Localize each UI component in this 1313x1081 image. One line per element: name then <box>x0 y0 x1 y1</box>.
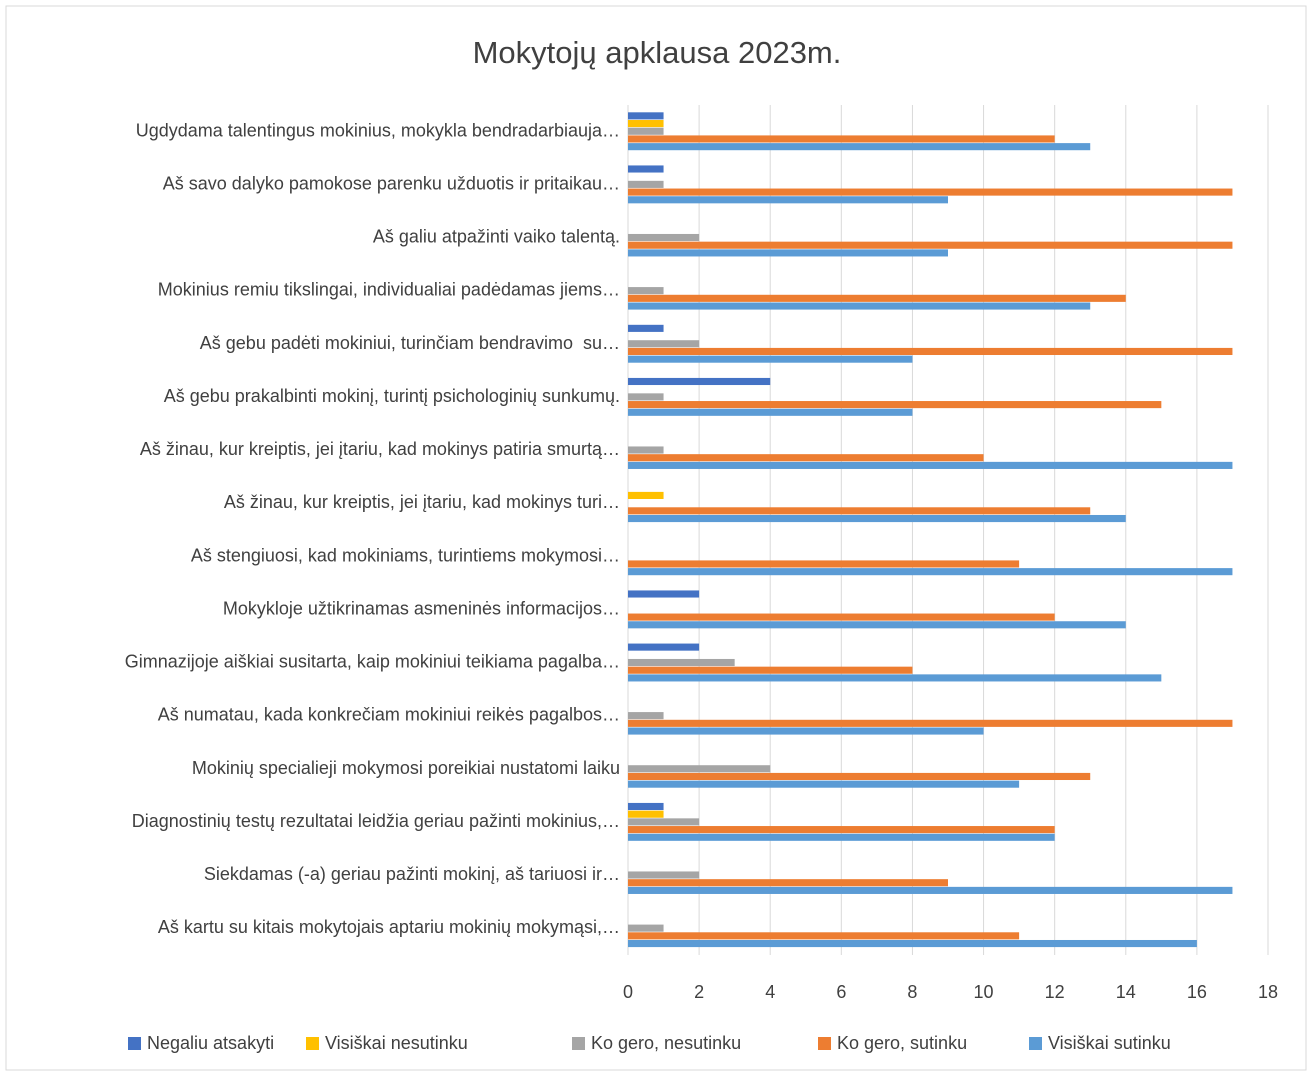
bar <box>628 377 771 386</box>
y-tick-label: Gimnazijoje aiškiai susitarta, kaip moki… <box>125 652 620 672</box>
bar <box>628 135 1055 143</box>
bar <box>628 871 700 879</box>
bar <box>628 241 1233 249</box>
bar <box>628 188 1233 196</box>
bar <box>628 491 664 499</box>
x-tick-label: 12 <box>1045 982 1065 1002</box>
y-tick-label: Mokinių specialieji mokymosi poreikiai n… <box>192 758 620 778</box>
y-tick-label: Aš numatau, kada konkrečiam mokiniui rei… <box>158 705 620 725</box>
x-tick-label: 0 <box>623 982 633 1002</box>
bar <box>628 833 1055 841</box>
bar <box>628 393 664 401</box>
bar <box>628 568 1233 576</box>
legend-label: Negaliu atsakyti <box>147 1033 274 1053</box>
x-tick-label: 10 <box>974 982 994 1002</box>
legend-label: Ko gero, sutinku <box>837 1033 967 1053</box>
y-tick-label: Aš žinau, kur kreiptis, jei įtariu, kad … <box>224 492 620 512</box>
x-tick-label: 8 <box>907 982 917 1002</box>
bar <box>628 765 771 773</box>
x-tick-label: 4 <box>765 982 775 1002</box>
bar <box>628 879 948 887</box>
bar <box>628 939 1197 948</box>
bar <box>628 196 948 204</box>
bar <box>628 590 700 598</box>
bar <box>628 507 1091 515</box>
legend-label: Visiškai sutinku <box>1048 1033 1171 1053</box>
bar <box>628 165 664 173</box>
bar <box>628 514 1126 523</box>
bar <box>628 666 913 674</box>
bar <box>628 127 664 135</box>
bar <box>628 658 735 667</box>
legend-marker <box>306 1037 319 1050</box>
bar <box>628 120 664 128</box>
bar <box>628 408 913 416</box>
legend-label: Visiškai nesutinku <box>325 1033 468 1053</box>
y-tick-label: Aš gebu padėti mokiniui, turinčiam bendr… <box>200 333 620 353</box>
x-tick-label: 16 <box>1187 982 1207 1002</box>
bar <box>628 818 700 826</box>
y-tick-label: Aš kartu su kitais mokytojais aptariu mo… <box>158 917 620 937</box>
bar <box>628 347 1233 356</box>
y-tick-label: Ugdydama talentingus mokinius, mokykla b… <box>136 120 620 140</box>
legend-marker <box>572 1037 585 1050</box>
bar <box>628 727 984 735</box>
bar <box>628 613 1055 621</box>
bar <box>628 233 700 242</box>
bar <box>628 802 664 811</box>
chart-title: Mokytojų apklausa 2023m. <box>473 35 842 70</box>
y-tick-label: Aš stengiuosi, kad mokiniams, turintiems… <box>191 545 620 565</box>
y-tick-label: Aš savo dalyko pamokose parenku užduotis… <box>163 173 620 193</box>
x-tick-label: 6 <box>836 982 846 1002</box>
y-tick-label: Siekdamas (-a) geriau pažinti mokinį, aš… <box>204 864 620 884</box>
bar <box>628 180 664 188</box>
bar <box>628 810 664 818</box>
bar <box>628 294 1126 302</box>
bar <box>628 324 664 332</box>
legend-marker <box>1029 1037 1042 1050</box>
bar <box>628 401 1162 409</box>
bar <box>628 461 1233 469</box>
bar <box>628 772 1091 781</box>
legend-marker <box>818 1037 831 1050</box>
legend-marker <box>128 1037 141 1050</box>
bar <box>628 719 1233 727</box>
y-tick-label: Aš žinau, kur kreiptis, jei įtariu, kad … <box>140 439 620 459</box>
y-tick-label: Mokykloje užtikrinamas asmeninės informa… <box>223 598 620 618</box>
y-tick-label: Aš galiu atpažinti vaiko talentą. <box>373 227 620 247</box>
bar <box>628 249 948 257</box>
bar <box>628 886 1233 894</box>
bar <box>628 355 913 363</box>
bar <box>628 674 1162 682</box>
bar <box>628 780 1020 788</box>
bar <box>628 621 1126 629</box>
x-tick-label: 18 <box>1258 982 1278 1002</box>
x-tick-label: 14 <box>1116 982 1136 1002</box>
bar <box>628 340 700 348</box>
bar <box>628 446 664 454</box>
bar <box>628 287 664 295</box>
bar <box>628 924 664 932</box>
y-tick-label: Mokinius remiu tikslingai, individualiai… <box>158 280 620 300</box>
y-tick-label: Diagnostinių testų rezultatai leidžia ge… <box>132 811 620 831</box>
bar <box>628 560 1020 568</box>
bar <box>628 932 1020 940</box>
bar <box>628 454 984 462</box>
bar <box>628 712 664 720</box>
legend-label: Ko gero, nesutinku <box>591 1033 741 1053</box>
x-tick-label: 2 <box>694 982 704 1002</box>
bar <box>628 643 700 651</box>
bar <box>628 302 1091 310</box>
bar <box>628 143 1091 151</box>
bar <box>628 826 1055 834</box>
y-tick-label: Aš gebu prakalbinti mokinį, turintį psic… <box>164 386 620 406</box>
bar <box>628 112 664 120</box>
